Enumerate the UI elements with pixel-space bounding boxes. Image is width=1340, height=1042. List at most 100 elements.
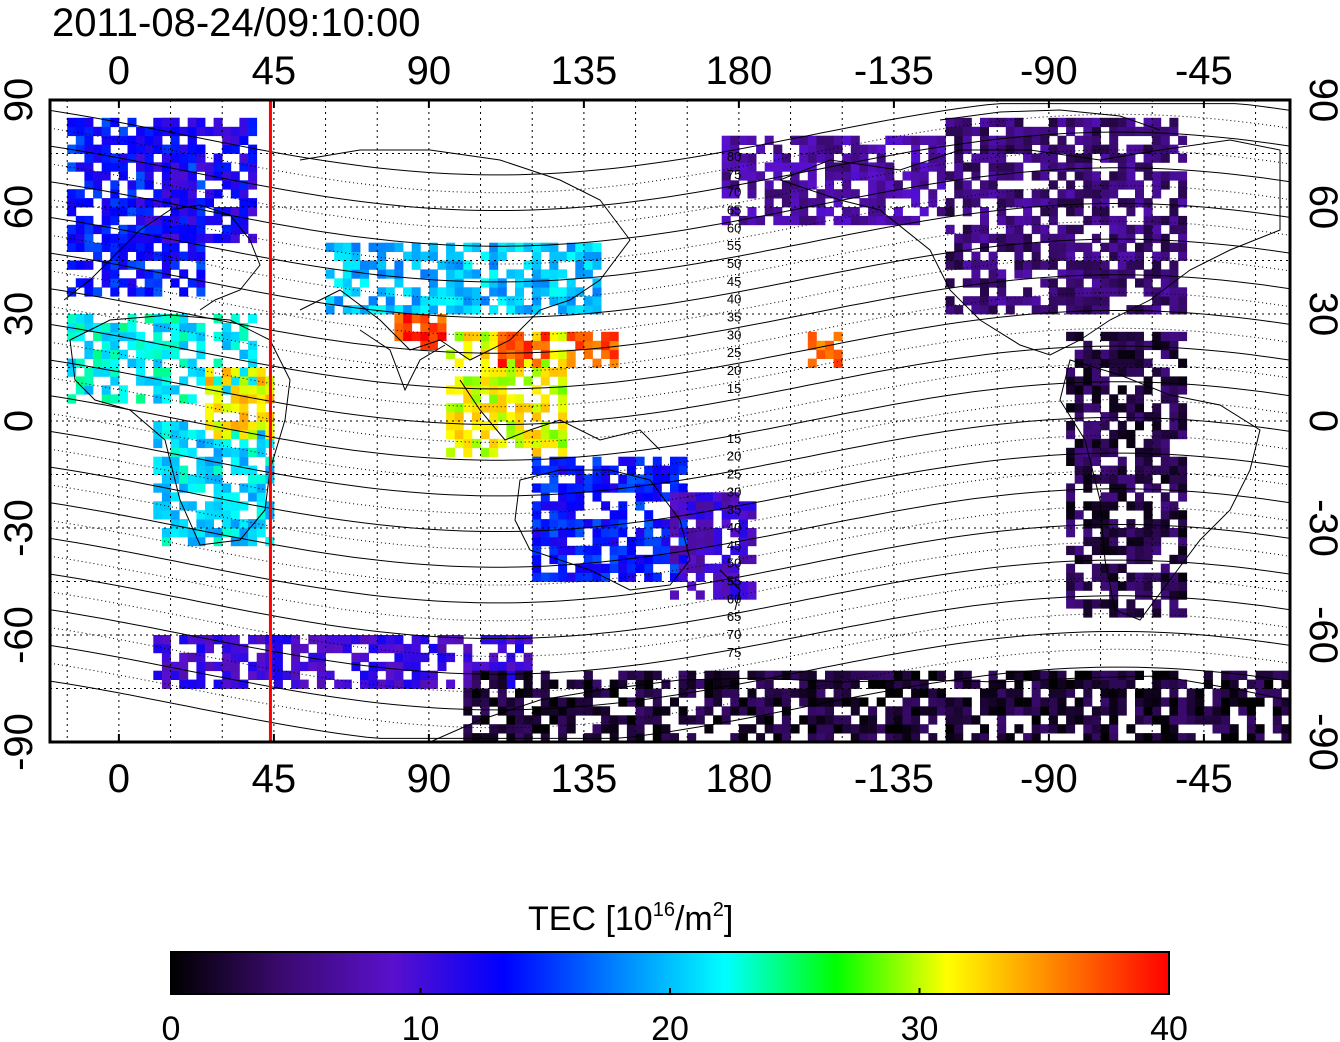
tec-cell bbox=[842, 135, 852, 145]
tec-cell bbox=[403, 314, 413, 324]
tec-cell bbox=[1281, 679, 1290, 689]
tec-cell bbox=[721, 554, 731, 565]
tec-cell bbox=[1100, 376, 1110, 386]
tec-cell bbox=[558, 572, 568, 582]
tec-cell bbox=[136, 207, 146, 217]
magnetic-latitude-label: 70 bbox=[727, 627, 741, 642]
tec-cell bbox=[170, 224, 180, 235]
tec-cell bbox=[222, 483, 232, 493]
tec-cell bbox=[954, 171, 964, 181]
tec-cell bbox=[1014, 679, 1024, 689]
tec-cell bbox=[1135, 554, 1144, 565]
tec-cell bbox=[1109, 447, 1119, 458]
colorbar-gradient bbox=[170, 951, 1170, 995]
magnetic-contour bbox=[50, 113, 1290, 194]
tec-cell bbox=[454, 269, 464, 279]
tec-cell bbox=[738, 554, 748, 565]
tec-cell bbox=[1117, 492, 1127, 502]
tec-cell bbox=[170, 144, 180, 154]
tec-cell bbox=[997, 144, 1007, 154]
tec-cell bbox=[523, 403, 533, 413]
tec-cell bbox=[127, 144, 137, 154]
tec-cell bbox=[187, 679, 197, 689]
tec-cell bbox=[1135, 198, 1144, 208]
tec-cell bbox=[196, 536, 206, 547]
tec-cell bbox=[334, 643, 344, 654]
tec-cell bbox=[196, 180, 206, 190]
tec-cell bbox=[93, 287, 103, 297]
tec-cell bbox=[230, 189, 240, 199]
tec-cell bbox=[144, 198, 154, 208]
tec-cell bbox=[437, 661, 447, 672]
tec-cell bbox=[179, 635, 189, 645]
tec-cell bbox=[1160, 287, 1170, 297]
tec-cell bbox=[248, 162, 258, 172]
tec-cell bbox=[394, 305, 404, 315]
tec-cell bbox=[420, 679, 430, 689]
tec-cell bbox=[825, 171, 834, 181]
tec-cell bbox=[170, 670, 180, 680]
tec-cell bbox=[523, 438, 533, 449]
tec-cell bbox=[1014, 135, 1024, 145]
tec-cell bbox=[1160, 492, 1170, 502]
tec-cell bbox=[1066, 510, 1076, 520]
tec-cell bbox=[1083, 349, 1093, 359]
tec-cell bbox=[187, 126, 197, 137]
tec-cell bbox=[497, 670, 507, 680]
tec-cell bbox=[893, 706, 903, 716]
tec-cell bbox=[256, 501, 266, 511]
tec-cell bbox=[1109, 242, 1119, 252]
tec-cell bbox=[592, 296, 602, 306]
tec-cell bbox=[1255, 670, 1265, 680]
tec-cell bbox=[1074, 260, 1084, 270]
tec-cell bbox=[1023, 260, 1033, 270]
tec-cell bbox=[118, 251, 128, 261]
tec-cell bbox=[489, 697, 499, 707]
tec-cell bbox=[549, 269, 559, 279]
tec-cell bbox=[1143, 358, 1153, 368]
magnetic-contour bbox=[50, 434, 1290, 515]
tec-cell bbox=[437, 652, 447, 663]
tec-cell bbox=[1109, 215, 1119, 226]
tec-cell bbox=[1074, 269, 1084, 279]
tec-cell bbox=[170, 447, 180, 458]
tec-cell bbox=[540, 536, 550, 547]
tec-cell bbox=[825, 724, 834, 734]
tec-cell bbox=[230, 207, 240, 217]
tec-cell bbox=[747, 510, 757, 520]
tec-cell bbox=[394, 322, 404, 333]
tec-cell bbox=[670, 697, 679, 707]
map-frame bbox=[48, 98, 1292, 744]
tec-cell bbox=[1178, 224, 1188, 235]
tec-cell bbox=[997, 242, 1007, 252]
tec-cell bbox=[687, 688, 697, 698]
tec-cell bbox=[1160, 349, 1170, 359]
tec-cell bbox=[230, 661, 240, 672]
tec-cell bbox=[661, 545, 671, 556]
tec-cell bbox=[730, 189, 740, 199]
tec-cell bbox=[807, 171, 817, 181]
magnetic-contour bbox=[50, 131, 1290, 211]
tec-cell bbox=[187, 278, 197, 288]
tec-cell bbox=[1100, 679, 1110, 689]
tec-cell bbox=[756, 215, 766, 226]
tec-cell bbox=[136, 394, 146, 404]
tec-cell bbox=[618, 528, 628, 538]
tec-cell bbox=[1014, 144, 1024, 154]
tec-cell bbox=[84, 278, 94, 288]
tec-cell bbox=[962, 117, 972, 128]
tec-cell bbox=[1083, 385, 1093, 395]
tec-cell bbox=[497, 661, 507, 672]
tec-cell bbox=[1109, 706, 1119, 716]
tec-cell bbox=[446, 447, 456, 458]
tec-cell bbox=[153, 501, 163, 511]
tec-cell bbox=[816, 724, 826, 734]
tec-cell bbox=[515, 438, 524, 449]
tec-cell bbox=[1057, 697, 1067, 707]
tec-cell bbox=[558, 501, 568, 511]
tec-cell bbox=[558, 429, 568, 440]
tec-cell bbox=[575, 545, 585, 556]
tec-cell bbox=[532, 528, 542, 538]
tec-cell bbox=[187, 331, 197, 342]
tec-cell bbox=[980, 688, 989, 698]
